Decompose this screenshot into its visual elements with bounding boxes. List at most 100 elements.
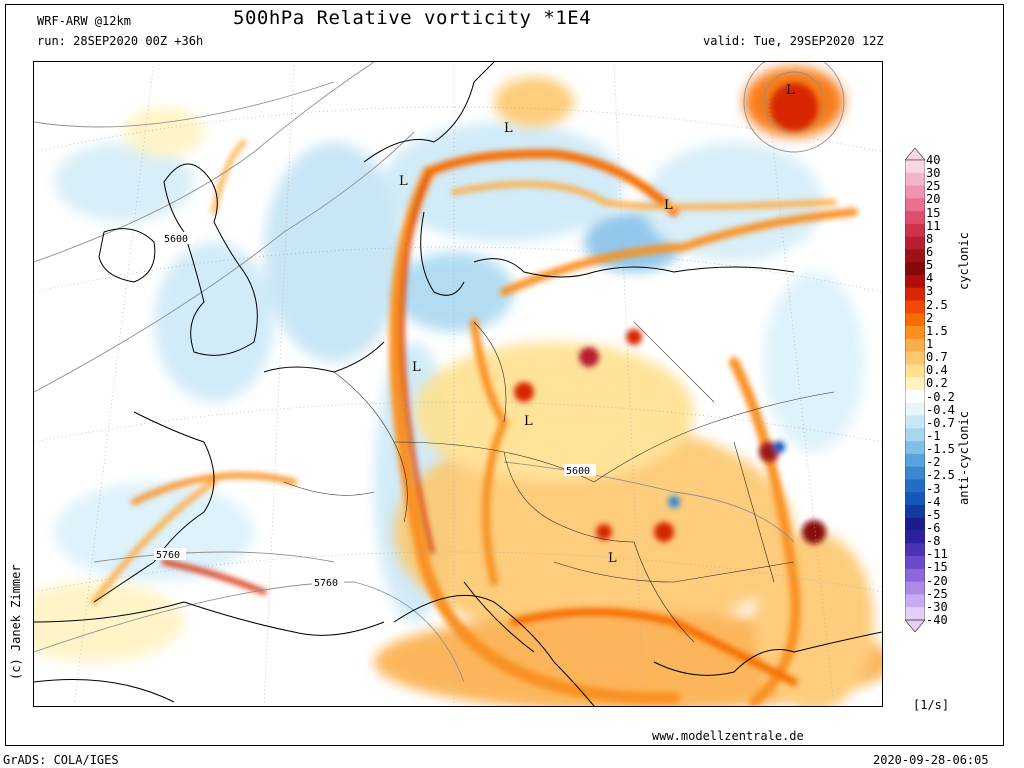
- colorbar-swatch: [905, 517, 925, 531]
- colorbar-swatch: [905, 543, 925, 557]
- colorbar-swatch: [905, 287, 925, 301]
- colorbar-tick-label: 2.5: [926, 297, 948, 312]
- colorbar-tick-label: -0.2: [926, 389, 955, 404]
- vorticity-cores: [514, 83, 826, 544]
- contour-labels: 5600 5600 5760 5760: [154, 232, 596, 589]
- colorbar-tick-label: -40: [926, 613, 948, 627]
- colorbar-swatch: [905, 249, 925, 263]
- chart-title: 500hPa Relative vorticity *1E4: [233, 7, 592, 29]
- colorbar-swatch: [905, 377, 925, 391]
- graticule: [34, 62, 882, 706]
- cyclonic-label: cyclonic: [957, 232, 971, 290]
- low-marker: L: [412, 360, 421, 375]
- colorbar-tick-label: 1.5: [926, 323, 948, 338]
- colorbar-tick-label: -11: [926, 547, 948, 562]
- colorbar-tick-label: 6: [926, 245, 934, 259]
- colorbar-tick-label: 0.4: [926, 363, 948, 378]
- low-marker: L: [524, 414, 533, 429]
- colorbar-swatch: [905, 300, 925, 314]
- colorbar-tick-label: 5: [926, 258, 934, 273]
- colorbar-swatch: [905, 530, 925, 544]
- colorbar-swatch: [905, 351, 925, 365]
- timestamp-label: 2020-09-28-06:05: [873, 753, 989, 767]
- colorbar-swatch: [905, 275, 925, 289]
- colorbar-swatch: [905, 556, 925, 570]
- colorbar-tick-label: 20: [926, 192, 941, 207]
- contour-label: 5760: [314, 578, 338, 589]
- colorbar-tick-label: -20: [926, 573, 948, 588]
- colorbar-swatch: [905, 160, 925, 174]
- colorbar-swatch: [905, 453, 925, 467]
- colorbar-swatch: [905, 313, 925, 327]
- colorbar-tick-label: 11: [926, 218, 941, 233]
- colorbar-bottom-arrow: [905, 619, 925, 632]
- low-marker: L: [608, 551, 617, 566]
- chart-frame: [5, 4, 1004, 746]
- colorbar-swatch: [905, 198, 925, 212]
- colorbar-swatch: [905, 338, 925, 352]
- copyright-label: (c) Janek Zimmer: [9, 564, 23, 680]
- colorbar-swatch: [905, 223, 925, 237]
- colorbar-swatch: [905, 505, 925, 519]
- colorbar-swatch: [905, 236, 925, 250]
- country-borders: [283, 321, 835, 643]
- colorbar-tick-label: -30: [926, 599, 948, 614]
- colorbar-swatch: [905, 607, 925, 621]
- colorbar-tick-label: 25: [926, 179, 941, 194]
- colorbar-tick-label: 3: [926, 284, 934, 299]
- model-label: WRF-ARW @12km: [37, 14, 131, 28]
- colorbar-swatch: [905, 568, 925, 582]
- colorbar: [905, 148, 925, 632]
- colorbar-tick-label: 8: [926, 231, 934, 246]
- colorbar-tick-label: -2: [926, 455, 941, 470]
- website-label: www.modellzentrale.de: [652, 729, 804, 743]
- colorbar-tick-label: -3: [926, 481, 941, 496]
- coastlines: [34, 62, 882, 706]
- colorbar-tick-label: 4: [926, 271, 934, 286]
- colorbar-swatch: [905, 581, 925, 595]
- colorbar-swatch: [905, 466, 925, 480]
- colorbar-swatch: [905, 390, 925, 404]
- colorbar-top-arrow: [905, 148, 925, 161]
- colorbar-tick-label: 0.2: [926, 376, 948, 391]
- colorbar-tick-label: 1: [926, 337, 934, 351]
- colorbar-tick-label: 15: [926, 205, 941, 220]
- colorbar-tick-label: 2: [926, 310, 934, 325]
- colorbar-swatch: [905, 172, 925, 186]
- contour-label: 5760: [156, 550, 180, 561]
- cyclonic-field: [34, 67, 882, 706]
- colorbar-tick-label: -4: [926, 494, 941, 509]
- colorbar-tick-label: -1.5: [926, 442, 955, 457]
- contour-label: 5600: [566, 466, 590, 477]
- low-marker: L: [664, 198, 673, 213]
- colorbar-swatch: [905, 262, 925, 276]
- valid-label: valid: Tue, 29SEP2020 12Z: [703, 34, 884, 48]
- vorticity-map: L L L L L L L 5600 5600 5760 5760: [33, 61, 883, 707]
- colorbar-swatch: [905, 364, 925, 378]
- colorbar-outline: [905, 159, 925, 621]
- run-label: run: 28SEP2020 00Z +36h: [37, 34, 204, 48]
- colorbar-tick-label: -15: [926, 560, 948, 575]
- low-markers: L L L L L L L: [399, 83, 795, 566]
- colorbar-tick-label: -6: [926, 521, 941, 535]
- colorbar-swatch: [905, 326, 925, 340]
- contour-label: 5600: [164, 234, 188, 245]
- colorbar-swatch: [905, 441, 925, 455]
- colorbar-tick-label: 0.7: [926, 350, 948, 365]
- colorbar-swatch: [905, 211, 925, 225]
- colorbar-swatch: [905, 402, 925, 416]
- grads-label: GrADS: COLA/IGES: [3, 753, 119, 767]
- colorbar-tick-label: -25: [926, 586, 948, 601]
- colorbar-swatch: [905, 415, 925, 429]
- colorbar-tick-label: 40: [926, 153, 941, 167]
- low-marker: L: [504, 121, 513, 136]
- colorbar-tick-label: -1: [926, 429, 941, 443]
- colorbar-tick-label: -0.4: [926, 402, 955, 417]
- colorbar-tick-label: -0.7: [926, 415, 955, 430]
- low-marker: L: [786, 83, 795, 98]
- colorbar-tick-label: 30: [926, 166, 941, 181]
- unit-label: [1/s]: [913, 698, 950, 712]
- colorbar-swatch: [905, 185, 925, 199]
- colorbar-tick-label: -2.5: [926, 468, 955, 483]
- anticyclonic-label: anti-cyclonic: [957, 411, 971, 505]
